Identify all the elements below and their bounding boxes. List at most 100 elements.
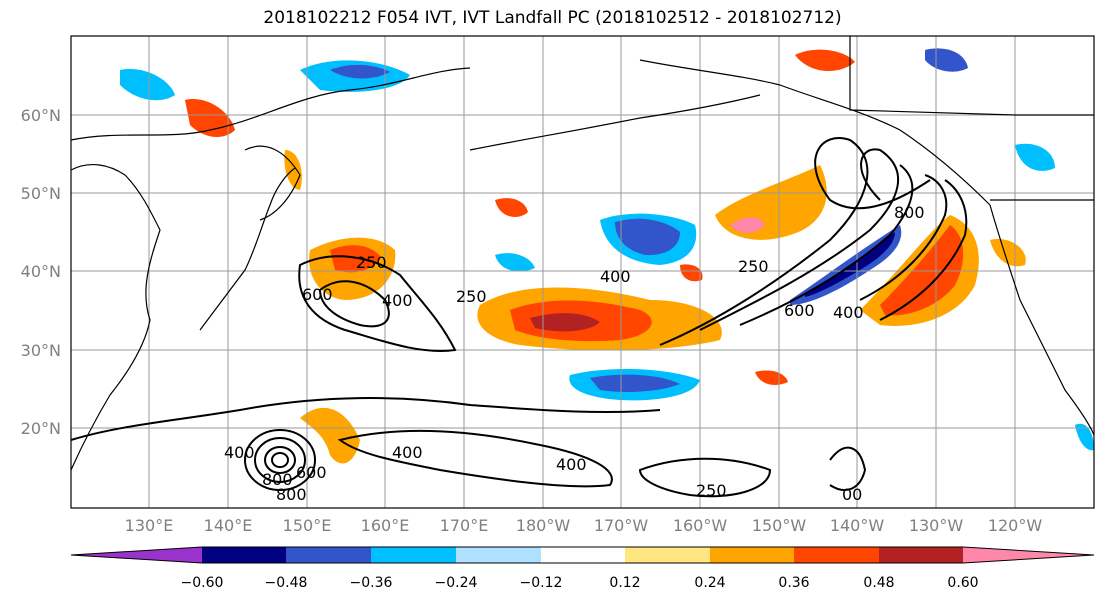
subtropical-contour-250 bbox=[638, 457, 772, 498]
colorbar-segment bbox=[879, 547, 963, 563]
lon-tick-label: 120°W bbox=[988, 516, 1043, 535]
alaska-coastline bbox=[639, 59, 991, 206]
west-contour-250 bbox=[298, 255, 457, 352]
contour-label: 400 bbox=[382, 291, 413, 310]
negative-dateline-patch bbox=[495, 253, 535, 272]
map-panel: 250 400 600 800 400 250 600 800 400 400 … bbox=[70, 35, 1095, 509]
colorbar-labels: −0.60 −0.48 −0.36 −0.24 −0.12 0.12 0.24 … bbox=[181, 575, 979, 591]
lon-tick-label: 170°W bbox=[594, 516, 649, 535]
colorbar-label: −0.24 bbox=[435, 575, 478, 591]
contour-label: 600 bbox=[296, 463, 327, 482]
map-title: 2018102212 F054 IVT, IVT Landfall PC (20… bbox=[263, 8, 842, 28]
typhoon-ring-4 bbox=[270, 452, 290, 468]
colorbar-segment bbox=[371, 547, 456, 563]
lon-tick-label: 160°E bbox=[361, 516, 410, 535]
contour-label: 250 bbox=[696, 481, 727, 500]
positive-anomaly-core bbox=[880, 225, 964, 316]
colorbar-segment bbox=[286, 547, 371, 563]
negative-bering-core bbox=[330, 64, 390, 79]
lon-tick-label: 130°E bbox=[125, 516, 174, 535]
ar-contour-outer bbox=[879, 179, 968, 321]
lon-tick-label: 180°W bbox=[516, 516, 571, 535]
lon-tick-label: 150°E bbox=[283, 516, 332, 535]
positive-central-inner bbox=[530, 313, 600, 332]
colorbar-outline bbox=[70, 546, 1095, 564]
canada-border bbox=[849, 36, 1094, 116]
contour-label: 250 bbox=[738, 257, 769, 276]
lon-tick-label: 140°W bbox=[830, 516, 885, 535]
positive-subtrop-east-patch bbox=[755, 370, 788, 385]
long-subtropical-contour bbox=[70, 397, 661, 441]
kamchatka-coastline bbox=[244, 145, 301, 221]
lat-tick-labels: 20°N 30°N 40°N 50°N 60°N bbox=[21, 106, 61, 438]
colorbar-segment bbox=[963, 547, 1094, 563]
contour-label: 250 bbox=[356, 253, 387, 272]
negative-siberia-patch bbox=[120, 69, 175, 101]
graticule bbox=[71, 36, 1094, 508]
west-contour-400 bbox=[318, 280, 390, 328]
positive-west-core bbox=[330, 245, 380, 273]
siberia-coastline bbox=[70, 67, 471, 141]
coastlines bbox=[70, 36, 1095, 471]
lat-tick-label: 40°N bbox=[21, 262, 61, 281]
colorbar bbox=[70, 546, 1095, 564]
colorbar-label: −0.12 bbox=[520, 575, 563, 591]
positive-aleutian-patch bbox=[495, 198, 528, 217]
typhoon-ring-2 bbox=[253, 437, 307, 483]
positive-hawaii-patch bbox=[680, 264, 703, 282]
positive-calif-patch bbox=[990, 239, 1026, 267]
namerica-coastline bbox=[989, 204, 1095, 436]
lat-tick-label: 60°N bbox=[21, 106, 61, 125]
lon-tick-label: 140°E bbox=[204, 516, 253, 535]
lon-tick-label: 160°W bbox=[673, 516, 728, 535]
japan-coastline bbox=[199, 167, 296, 331]
ivt-contours bbox=[70, 137, 968, 498]
subtropical-contour-400 bbox=[337, 429, 613, 488]
colorbar-segment bbox=[456, 547, 541, 563]
lon-tick-labels: 130°E 140°E 150°E 160°E 170°E 180°W 170°… bbox=[125, 516, 1043, 535]
contour-label: 400 bbox=[600, 267, 631, 286]
ar-contour-400 bbox=[699, 148, 899, 331]
lon-tick-label: 170°E bbox=[440, 516, 489, 535]
colorbar-label: 0.36 bbox=[778, 575, 809, 591]
colorbar-segment bbox=[625, 547, 710, 563]
asia-coastline bbox=[70, 163, 161, 471]
typhoon-ring-3 bbox=[263, 446, 297, 474]
colorbar-label: −0.60 bbox=[181, 575, 224, 591]
contour-label: 250 bbox=[456, 287, 487, 306]
ar-contour-800 bbox=[859, 174, 948, 301]
negative-south-patch bbox=[1075, 423, 1094, 451]
east-contour-00 bbox=[829, 446, 867, 491]
colorbar-label: 0.12 bbox=[609, 575, 640, 591]
aleutian-chain bbox=[469, 94, 761, 151]
negative-canada-patch bbox=[1015, 143, 1055, 171]
colorbar-segment bbox=[794, 547, 879, 563]
contour-label: 400 bbox=[556, 455, 587, 474]
negative-central-core bbox=[615, 218, 680, 256]
lon-tick-label: 130°W bbox=[909, 516, 964, 535]
contour-label: 800 bbox=[276, 485, 307, 504]
lat-tick-label: 50°N bbox=[21, 184, 61, 203]
colorbar-segment bbox=[541, 547, 625, 563]
colorbar-segment bbox=[202, 547, 286, 563]
colorbar-segment bbox=[710, 547, 794, 563]
colorbar-label: 0.48 bbox=[863, 575, 894, 591]
contour-label: 400 bbox=[392, 443, 423, 462]
typhoon-ring-1 bbox=[243, 429, 317, 491]
colorbar-label: −0.36 bbox=[350, 575, 393, 591]
contour-label: 00 bbox=[842, 485, 862, 504]
positive-gulf-core bbox=[730, 217, 765, 233]
contour-label: 600 bbox=[784, 301, 815, 320]
colorbar-segment bbox=[71, 547, 202, 563]
contour-label: 400 bbox=[224, 443, 255, 462]
contour-labels: 250 400 600 800 400 250 600 800 400 400 … bbox=[224, 203, 925, 504]
contour-label: 800 bbox=[894, 203, 925, 222]
colorbar-label: −0.48 bbox=[265, 575, 308, 591]
colorbar-label: 0.24 bbox=[694, 575, 725, 591]
lon-tick-label: 150°W bbox=[752, 516, 807, 535]
negative-anomaly-band bbox=[790, 225, 902, 305]
contour-label: 400 bbox=[833, 303, 864, 322]
colorbar-label: 0.60 bbox=[947, 575, 978, 591]
contour-label: 600 bbox=[302, 285, 333, 304]
